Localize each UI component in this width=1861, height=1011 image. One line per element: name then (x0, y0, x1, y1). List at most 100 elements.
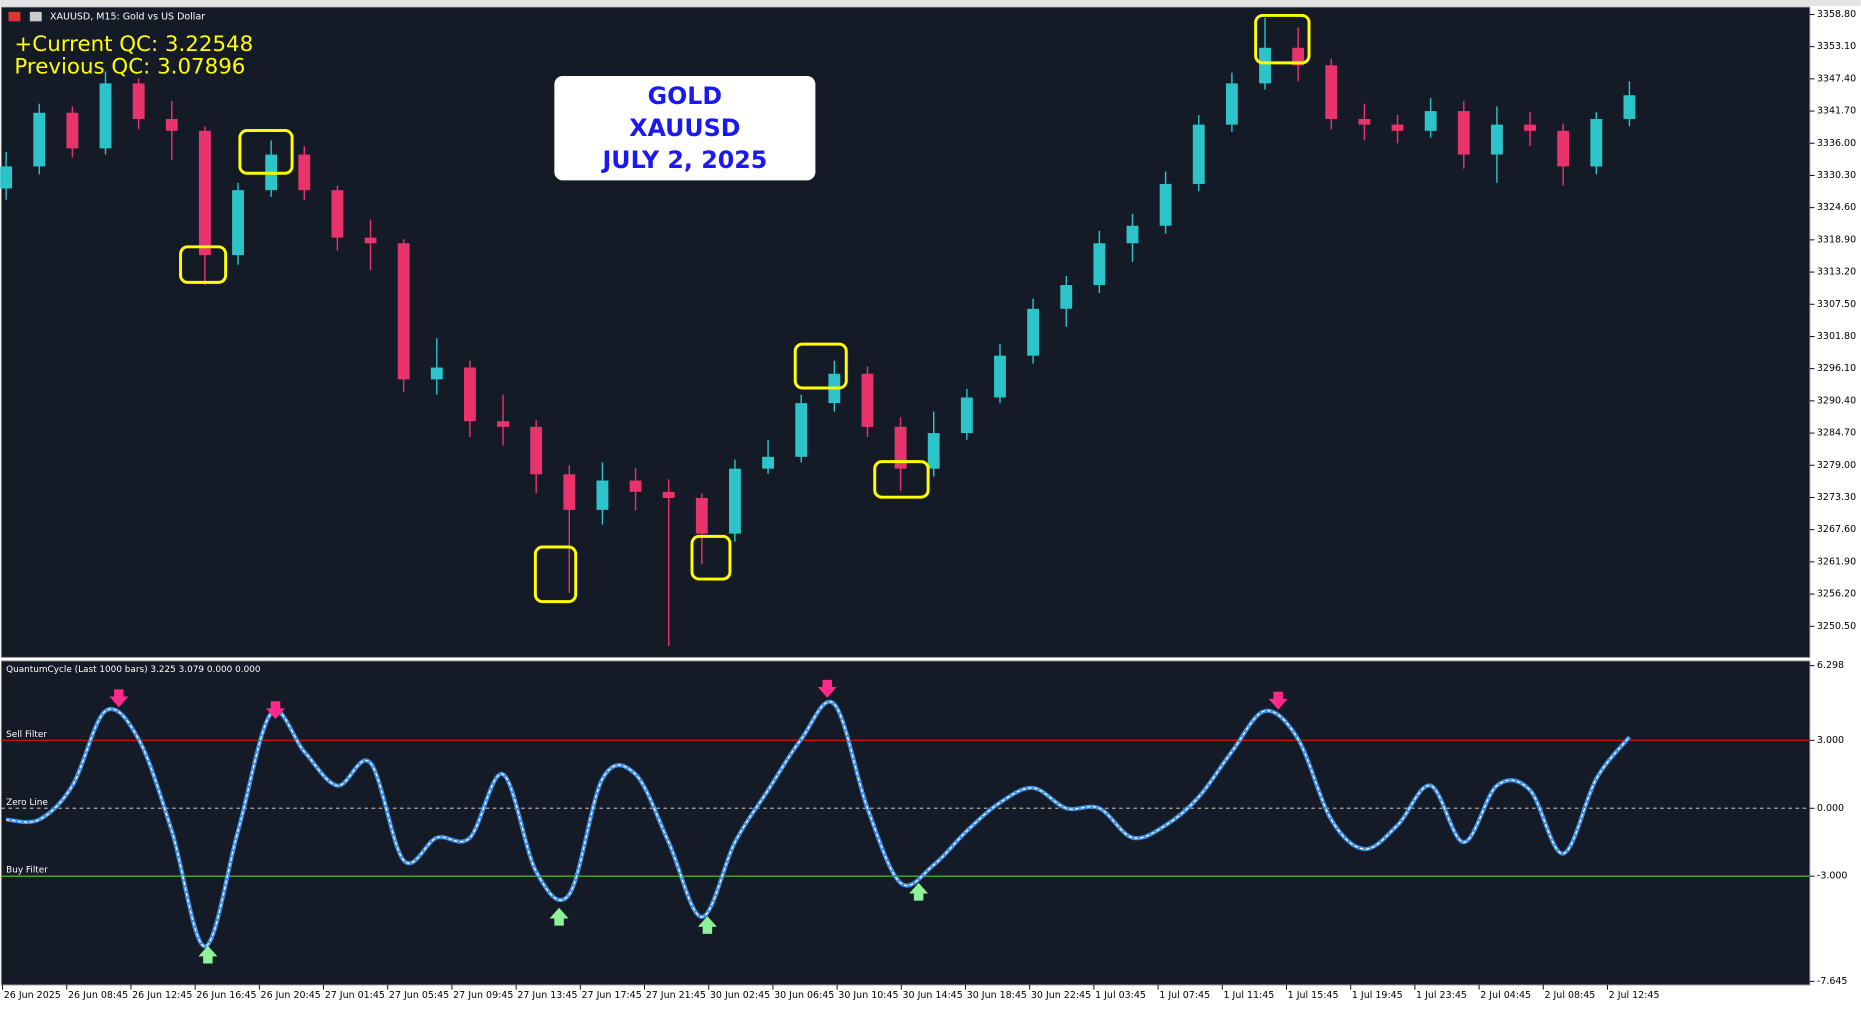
x-tick-label: 27 Jun 05:45 (389, 990, 449, 1001)
y-tick-label: 3330.30 (1817, 170, 1856, 181)
candle-body (1093, 243, 1106, 286)
highlight-box (179, 245, 228, 284)
highlights (179, 13, 1311, 604)
main-panel (0, 6, 1811, 658)
plot-marks: 3358.80 3353.10 3347.40 3341.70 3336.00 3330.… (0, 9, 1856, 1001)
candle-body (960, 397, 973, 434)
y-tick-label: 3353.10 (1817, 41, 1856, 52)
y-tick-label: 3307.50 (1817, 299, 1856, 310)
x-tick-label: 26 Jun 2025 (4, 990, 61, 1001)
chart-title: XAUUSD, M15: Gold vs US Dollar (50, 12, 205, 23)
candle-body (232, 190, 244, 256)
x-tick-label: 26 Jun 16:45 (196, 990, 256, 1001)
y-tick-label: 3301.80 (1817, 331, 1856, 342)
y-tick-label: -7.645 (1817, 976, 1848, 987)
buy-arrows (198, 882, 929, 964)
candle-body (198, 130, 211, 256)
candle-body (1358, 118, 1371, 125)
x-tick-label: 26 Jun 20:45 (261, 990, 321, 1001)
x-tick-label: 30 Jun 22:45 (1031, 990, 1091, 1001)
candle-body (1524, 124, 1536, 131)
candle-body (1027, 308, 1040, 356)
candle-body (66, 112, 79, 149)
candle-body (894, 426, 907, 469)
candle-body (99, 83, 112, 149)
sell-arrow (1268, 691, 1288, 710)
y-tick-label: 3296.10 (1817, 363, 1856, 374)
y-tick-label: 3261.90 (1817, 556, 1856, 567)
highlight-box (873, 460, 930, 499)
candle-body (795, 403, 808, 457)
candle-body (1292, 47, 1305, 66)
sell-arrow (109, 689, 129, 708)
x-tick-label: 30 Jun 10:45 (838, 990, 898, 1001)
x-tick-label: 27 Jun 01:45 (325, 990, 385, 1001)
candle-body (662, 491, 675, 499)
period-icon (29, 11, 42, 22)
candle-body (762, 456, 775, 469)
level-label: Sell Filter (6, 730, 47, 740)
x-tick-label: 1 Jul 19:45 (1352, 990, 1403, 1001)
candle-body (33, 112, 46, 167)
highlight-box (533, 545, 578, 604)
candle-body (1490, 124, 1503, 155)
x-tick-label: 1 Jul 03:45 (1095, 990, 1146, 1001)
candle-body (463, 367, 476, 422)
candle-body (629, 480, 642, 492)
signal-line (6, 701, 1630, 947)
x-tick-label: 2 Jul 04:45 (1480, 990, 1531, 1001)
candle-body (1192, 124, 1205, 184)
candle-body (596, 480, 609, 510)
candle-body (530, 426, 543, 475)
x-tick-label: 1 Jul 15:45 (1288, 990, 1339, 1001)
y-tick-label: 3.000 (1817, 735, 1844, 746)
y-tick-label: 3324.60 (1817, 202, 1856, 213)
candle-body (1424, 111, 1437, 131)
level-label: Zero Line (6, 798, 48, 808)
y-tick-label: 3279.00 (1817, 460, 1856, 471)
candle-body (298, 154, 311, 191)
candle-body (397, 243, 410, 380)
candle-body (331, 190, 344, 238)
x-tick-label: 27 Jun 13:45 (517, 990, 577, 1001)
sell-arrows (109, 679, 1288, 720)
y-tick-label: 3318.90 (1817, 234, 1856, 245)
y-tick-label: 3284.70 (1817, 428, 1856, 439)
candle-body (861, 373, 874, 427)
y-tick-label: 3267.60 (1817, 524, 1856, 535)
y-tick-label: 0.000 (1817, 803, 1844, 814)
annotation: +Current QC: 3.22548 (14, 32, 253, 57)
x-tick-label: 1 Jul 07:45 (1159, 990, 1210, 1001)
candle-body (1623, 95, 1636, 119)
y-tick-label: 3347.40 (1817, 73, 1856, 84)
y-tick-label: 6.298 (1817, 660, 1844, 671)
x-tick-label: 30 Jun 02:45 (710, 990, 770, 1001)
tab-strip (0, 0, 1861, 6)
x-tick-label: 26 Jun 08:45 (68, 990, 128, 1001)
symbol-icon (8, 11, 21, 22)
x-tick-label: 1 Jul 11:45 (1223, 990, 1274, 1001)
candle-body (497, 421, 509, 427)
x-tick-label: 30 Jun 14:45 (902, 990, 962, 1001)
sell-arrow (265, 701, 285, 720)
highlight-box (1254, 13, 1311, 65)
box-line: JULY 2, 2025 (601, 146, 768, 174)
y-tick-label: 3358.80 (1817, 9, 1856, 20)
candle-body (0, 166, 13, 189)
x-tick-label: 27 Jun 17:45 (582, 990, 642, 1001)
candle-body (165, 118, 178, 131)
buy-arrow (198, 945, 218, 964)
highlight-box (690, 534, 732, 581)
candle-body (1557, 130, 1570, 167)
candle-body (927, 433, 940, 469)
y-tick-label: 3341.70 (1817, 106, 1856, 117)
box-line: XAUUSD (629, 114, 740, 142)
y-tick-label: 3250.50 (1817, 621, 1856, 632)
candle-body (563, 474, 576, 510)
buy-arrow (909, 882, 929, 901)
highlight-box (793, 342, 848, 390)
candle-body (1225, 83, 1238, 125)
candle-body (430, 367, 443, 380)
